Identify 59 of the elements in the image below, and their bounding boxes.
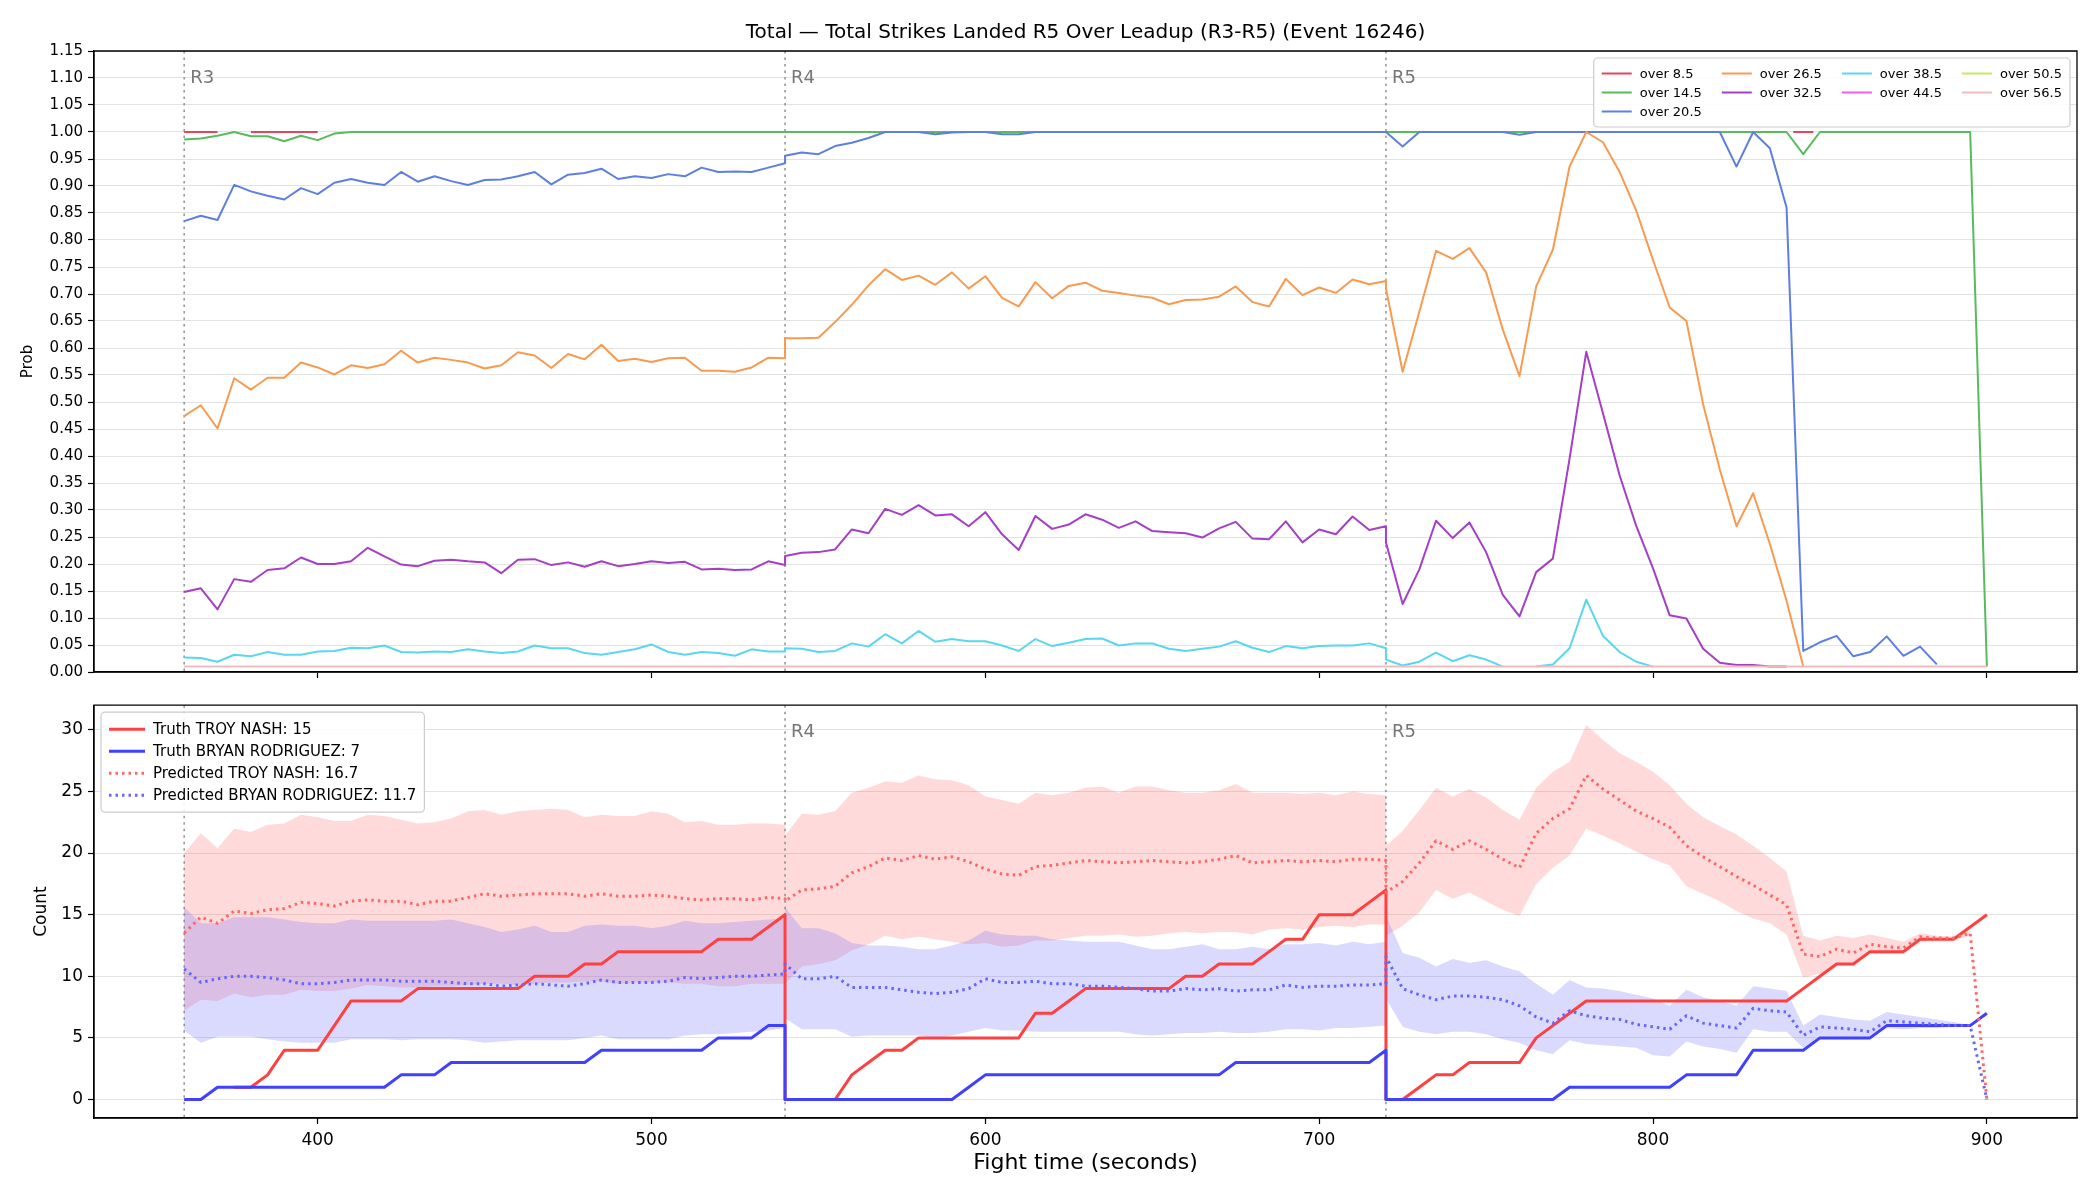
y-tick-label: 30 (61, 718, 83, 739)
y-tick-label: 1.10 (49, 67, 83, 86)
y-tick-label: 1.05 (49, 94, 83, 113)
legend-label: over 56.5 (1999, 84, 2063, 100)
y-tick-label: 1.00 (49, 121, 83, 140)
legend-label: over 50.5 (1999, 65, 2063, 81)
ref-line-label: R5 (1391, 720, 1416, 742)
ref-line-label: R5 (1391, 66, 1416, 87)
x-tick-label: 900 (1970, 1128, 2004, 1149)
y-tick-label: 0.70 (49, 283, 83, 302)
y-tick-label: 0 (72, 1087, 83, 1108)
y-tick-label: 0.90 (49, 175, 83, 194)
legend-label: Predicted BRYAN RODRIGUEZ: 11.7 (153, 786, 417, 805)
y-tick-label: 0.00 (49, 661, 83, 680)
x-tick-label: 500 (635, 1128, 668, 1149)
y-tick-label: 0.30 (49, 499, 83, 518)
x-tick-label: 400 (301, 1128, 334, 1149)
y-tick-label: 0.55 (49, 364, 83, 383)
y-tick-label: 0.15 (49, 580, 83, 599)
y-tick-label: 0.85 (49, 202, 83, 221)
y-tick-label: 0.10 (49, 607, 83, 626)
y-tick-label: 1.15 (49, 40, 83, 59)
legend-label: Truth BRYAN RODRIGUEZ: 7 (152, 742, 361, 761)
y-tick-label: 0.60 (49, 337, 83, 356)
y-tick-label: 0.80 (49, 229, 83, 248)
legend-label: over 20.5 (1639, 103, 1702, 119)
ref-line-label: R4 (791, 720, 816, 742)
legend-label: over 38.5 (1879, 65, 1942, 81)
legend-label: over 8.5 (1639, 65, 1694, 81)
legend-label: Predicted TROY NASH: 16.7 (153, 764, 359, 783)
y-tick-label: 0.25 (49, 526, 83, 545)
legend-label: over 44.5 (1879, 84, 1942, 100)
y-tick-label: 15 (61, 903, 83, 924)
y-tick-label: 0.45 (49, 418, 83, 437)
x-tick-label: 600 (969, 1128, 1002, 1149)
y-tick-label: 0.40 (49, 445, 83, 464)
y-tick-label: 0.95 (49, 148, 83, 167)
y-axis-title: Prob (17, 344, 36, 379)
ref-line-label: R4 (791, 66, 816, 87)
y-tick-label: 0.50 (49, 391, 83, 410)
y-tick-label: 5 (72, 1026, 83, 1047)
y-tick-label: 25 (61, 779, 83, 800)
x-axis-title: Fight time (seconds) (973, 1148, 1198, 1174)
legend-label: over 14.5 (1639, 84, 1702, 100)
y-tick-label: 0.20 (49, 553, 83, 572)
chart-title: Total — Total Strikes Landed R5 Over Leadup (R3-R5) (Event 16246) (744, 19, 1426, 43)
y-tick-label: 10 (61, 964, 83, 985)
x-tick-label: 800 (1636, 1128, 1670, 1149)
legend-label: over 32.5 (1759, 84, 1822, 100)
y-axis-title: Count (29, 886, 50, 937)
legend-label: Truth TROY NASH: 15 (152, 720, 312, 739)
y-tick-label: 20 (61, 841, 83, 862)
y-tick-label: 0.65 (49, 310, 83, 329)
y-tick-label: 0.35 (49, 472, 83, 491)
legend-label: over 26.5 (1759, 65, 1822, 81)
x-tick-label: 700 (1302, 1128, 1336, 1149)
y-tick-label: 0.75 (49, 256, 83, 275)
y-tick-label: 0.05 (49, 634, 83, 653)
ref-line-label: R3 (190, 66, 215, 87)
